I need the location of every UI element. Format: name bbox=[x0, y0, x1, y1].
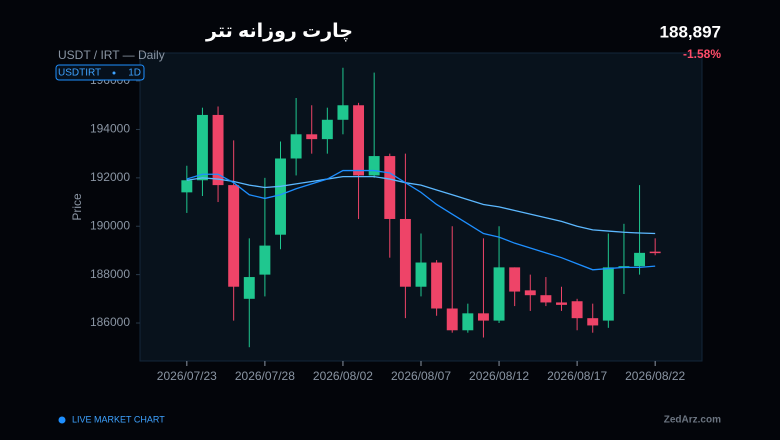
x-tick-label: 2026/08/07 bbox=[391, 369, 451, 383]
badge-dot bbox=[112, 71, 116, 75]
candle-body bbox=[368, 156, 380, 176]
y-tick-label: 194000 bbox=[90, 122, 130, 136]
status-dot bbox=[58, 416, 66, 424]
x-tick-label: 2026/08/22 bbox=[625, 369, 685, 383]
plot-area bbox=[139, 52, 703, 362]
price-change: -1.58% bbox=[683, 47, 721, 61]
y-tick-label: 190000 bbox=[90, 218, 130, 232]
candle-body bbox=[196, 114, 208, 181]
candle-body bbox=[509, 267, 521, 292]
candle-body bbox=[228, 185, 240, 287]
candle-body bbox=[462, 313, 474, 331]
average-line bbox=[186, 175, 656, 235]
candle-body bbox=[399, 218, 411, 287]
candle-body bbox=[431, 262, 443, 309]
candle-body bbox=[446, 308, 458, 331]
subtitle: USDT / IRT — Daily bbox=[58, 48, 165, 62]
symbol-badge bbox=[55, 64, 145, 81]
x-tick-label: 2026/07/28 bbox=[235, 369, 295, 383]
candle-body bbox=[290, 134, 302, 159]
y-tick-label: 186000 bbox=[90, 315, 130, 329]
candle-body bbox=[212, 114, 224, 186]
candle-body bbox=[275, 158, 286, 235]
candle-body bbox=[540, 295, 552, 303]
candle-body bbox=[602, 267, 614, 321]
y-tick-label: 192000 bbox=[90, 170, 130, 184]
last-price: 188,897 bbox=[660, 22, 721, 41]
average-line bbox=[186, 169, 656, 271]
candle-body bbox=[571, 301, 583, 319]
candle-body bbox=[493, 267, 505, 321]
candle-body bbox=[649, 251, 661, 254]
x-tick-label: 2026/07/23 bbox=[157, 369, 217, 383]
candle-body bbox=[556, 302, 567, 305]
candle-body bbox=[415, 262, 427, 287]
candle-body bbox=[634, 252, 646, 267]
candle-body bbox=[321, 119, 333, 140]
x-tick-label: 2026/08/12 bbox=[469, 369, 529, 383]
symbol: USDTIRT bbox=[58, 68, 101, 79]
candle-body bbox=[337, 105, 349, 120]
candle-body bbox=[477, 313, 489, 321]
x-tick-label: 2026/08/17 bbox=[547, 369, 607, 383]
y-tick-label: 188000 bbox=[90, 267, 130, 281]
candle-body bbox=[353, 105, 365, 176]
plot: 1860001880001900001920001940001960002026… bbox=[90, 67, 686, 383]
candle-body bbox=[384, 156, 396, 219]
interval: 1D bbox=[128, 68, 141, 79]
candle-body bbox=[181, 180, 193, 193]
x-tick-label: 2026/08/02 bbox=[313, 369, 373, 383]
status: LIVE MARKET CHART bbox=[72, 414, 165, 424]
candle-body bbox=[243, 277, 255, 299]
candle-body bbox=[259, 245, 271, 275]
candle-body bbox=[306, 134, 318, 140]
brand: ZedArz.com bbox=[664, 415, 721, 426]
y-axis-label: Price bbox=[70, 193, 84, 221]
candle-body bbox=[524, 290, 536, 296]
title: چارت روزانه تتر bbox=[205, 21, 353, 42]
candle-body bbox=[587, 318, 599, 326]
